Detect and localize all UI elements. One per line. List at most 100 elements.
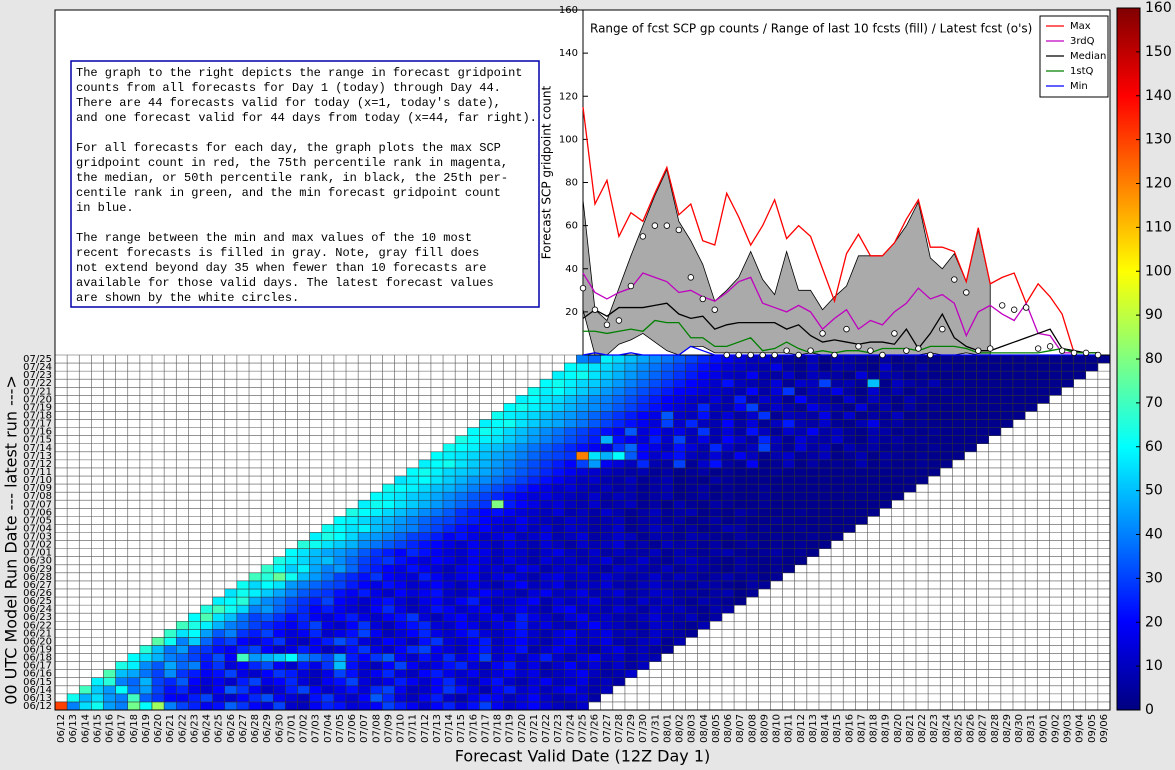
heat-cell (442, 548, 456, 557)
y-tick-label: 07/15 (23, 435, 52, 446)
heat-cell (612, 370, 626, 380)
heat-cell (333, 580, 347, 590)
heat-cell (648, 653, 662, 662)
heat-cell (345, 540, 359, 549)
heat-cell (503, 427, 517, 436)
heat-cell (212, 685, 226, 695)
heat-cell (891, 491, 905, 501)
heat-cell (491, 564, 504, 574)
x-tick-label: 09/02 (1050, 714, 1061, 743)
heat-cell (588, 572, 601, 582)
heat-cell (782, 411, 795, 420)
heat-cell (188, 637, 201, 646)
heat-cell (357, 588, 371, 598)
heat-cell (867, 354, 880, 364)
x-tick-label: 07/02 (299, 714, 310, 743)
heat-cell (721, 411, 735, 420)
heat-cell (551, 427, 565, 436)
heat-cell (818, 378, 832, 388)
heat-cell (491, 427, 504, 436)
heat-cell (661, 491, 674, 501)
heat-cell (1000, 411, 1014, 420)
heat-cell (176, 653, 189, 662)
y-tick-label: 06/23 (23, 612, 52, 623)
heat-cell (321, 677, 335, 687)
heat-cell (236, 677, 250, 687)
heat-cell (479, 524, 492, 533)
heat-cell (830, 403, 844, 412)
heat-cell (661, 378, 674, 388)
heat-cell (115, 685, 129, 695)
heat-cell (964, 395, 977, 404)
heat-cell (636, 532, 650, 541)
heat-cell (903, 459, 917, 469)
heat-cell (939, 427, 953, 436)
heat-cell (855, 427, 868, 436)
heat-cell (588, 669, 601, 678)
heat-cell (661, 532, 674, 541)
heat-cell (976, 403, 989, 412)
heat-cell (503, 540, 517, 549)
heat-cell (673, 387, 686, 396)
heat-cell (1049, 354, 1062, 364)
heat-cell (867, 370, 880, 380)
heat-cell (79, 685, 92, 695)
heat-cell (600, 661, 614, 670)
y-tick-label: 06/25 (23, 596, 52, 607)
heat-cell (842, 459, 856, 469)
heat-cell (867, 435, 880, 445)
heat-cell (697, 435, 711, 445)
heat-cell (588, 411, 601, 420)
heat-cell (564, 653, 577, 662)
heat-cell (818, 475, 832, 485)
heat-cell (503, 459, 517, 469)
heat-cell (406, 491, 420, 501)
heat-cell (515, 403, 529, 412)
heat-cell (576, 596, 589, 606)
heat-cell (770, 532, 783, 541)
heat-cell (394, 661, 407, 670)
heat-cell (394, 588, 407, 598)
heat-cell (673, 499, 686, 509)
legend-label: 3rdQ (1070, 36, 1095, 47)
heat-cell (673, 564, 686, 574)
heat-cell (151, 693, 165, 703)
heat-cell (527, 548, 541, 557)
heat-cell (855, 508, 868, 517)
heat-cell (697, 403, 711, 412)
heat-cell (612, 524, 626, 533)
heat-cell (564, 451, 577, 461)
heat-cell (600, 524, 614, 533)
heat-cell (539, 419, 553, 428)
heat-cell (721, 370, 735, 380)
heat-cell (673, 491, 686, 501)
heat-cell (91, 677, 104, 687)
x-tick-label: 08/22 (917, 714, 928, 743)
heat-cell (794, 427, 808, 436)
heat-cell (636, 427, 650, 436)
heat-cell (782, 395, 795, 404)
heat-cell (430, 588, 444, 598)
heat-cell (588, 693, 601, 703)
heat-cell (721, 596, 735, 606)
x-tick-label: 07/26 (590, 714, 601, 743)
heat-cell (285, 588, 298, 598)
heat-cell (600, 378, 614, 388)
heat-cell (661, 604, 674, 614)
heat-cell (879, 459, 892, 469)
heat-cell (721, 443, 735, 453)
heat-cell (503, 621, 517, 630)
heat-cell (576, 669, 589, 678)
y-tick-label: 07/21 (23, 386, 52, 397)
heat-cell (539, 548, 553, 557)
heat-cell (648, 629, 662, 638)
heat-cell (333, 685, 347, 695)
heat-cell (830, 475, 844, 485)
heat-cell (454, 669, 468, 678)
heat-cell (212, 621, 226, 630)
heat-cell (515, 612, 529, 622)
colorbar-tick-label: 140 (1145, 88, 1172, 104)
heat-cell (588, 548, 601, 557)
heat-cell (927, 403, 941, 412)
heat-cell (867, 451, 880, 461)
